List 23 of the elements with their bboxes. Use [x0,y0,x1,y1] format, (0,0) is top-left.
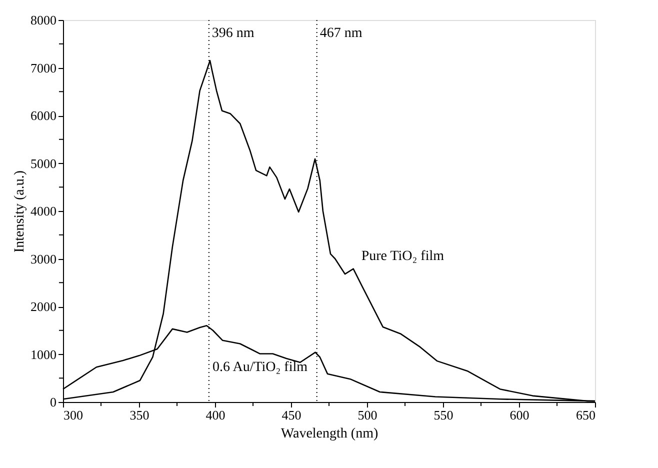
y-axis-title: Intensity (a.u.) [12,170,28,253]
x-tick-label: 500 [358,408,378,422]
x-tick-label: 350 [130,408,150,422]
x-tick-label: 600 [510,408,530,422]
series-label: Pure TiO₂ film [361,248,444,264]
y-tick-label: 3000 [30,251,56,266]
x-tick-label: 450 [282,408,302,422]
series-label: 0.6 Au/TiO₂ film [212,360,308,375]
x-tick-label: 400 [206,408,226,422]
y-tick-label: 4000 [30,204,56,218]
x-tick-label: 550 [434,408,454,422]
y-tick-label: 2000 [30,299,56,314]
y-tick-label: 1000 [30,346,56,362]
y-tick-label: 5000 [30,156,56,171]
ref-line-label: 467 nm [320,26,362,41]
y-tick-label: 0 [50,394,56,410]
x-tick-label: 650 [576,408,596,422]
x-axis-title: Wavelength (nm) [280,426,378,442]
ref-line-label: 396 nm [212,26,254,41]
y-tick-label: 8000 [30,12,56,28]
y-tick-label: 6000 [30,108,56,123]
y-tick-label: 7000 [30,60,56,76]
x-tick-label: 300 [64,408,83,422]
